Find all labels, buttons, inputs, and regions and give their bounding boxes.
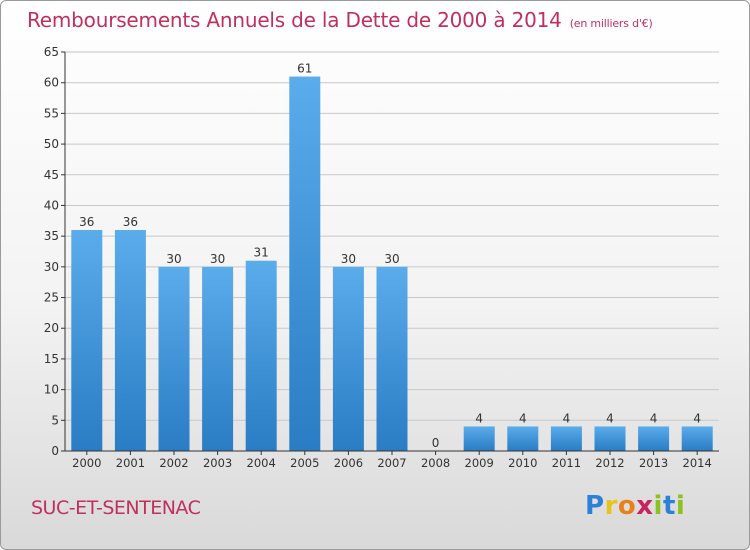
y-tick-label: 15	[44, 352, 59, 366]
bar	[681, 426, 713, 451]
y-tick-label: 60	[44, 76, 59, 90]
y-tick-label: 35	[44, 229, 59, 243]
logo-letter: o	[617, 491, 637, 521]
data-label: 36	[123, 215, 138, 229]
bar	[638, 426, 670, 451]
data-label: 30	[166, 252, 181, 266]
y-tick-label: 10	[44, 383, 59, 397]
data-label: 30	[210, 252, 225, 266]
x-tick-label: 2004	[247, 456, 276, 470]
chart-subtitle: (en milliers d'€)	[569, 17, 653, 30]
data-label: 4	[693, 411, 701, 425]
y-tick-label: 65	[44, 45, 59, 59]
bar	[550, 426, 582, 451]
commune-name: SUC-ET-SENTENAC	[31, 497, 201, 519]
logo-letter: i	[675, 491, 686, 521]
y-tick-label: 25	[44, 291, 59, 305]
bar	[245, 260, 277, 451]
x-tick-label: 2011	[552, 456, 581, 470]
y-tick-label: 5	[51, 413, 59, 427]
data-label: 30	[384, 252, 399, 266]
x-tick-label: 2005	[290, 456, 319, 470]
labels: 0510152025303540455055606536200036200130…	[44, 45, 712, 470]
data-label: 4	[563, 411, 571, 425]
y-tick-label: 30	[44, 260, 59, 274]
x-tick-label: 2001	[116, 456, 145, 470]
data-label: 31	[254, 246, 269, 260]
x-tick-label: 2002	[159, 456, 188, 470]
bar	[376, 266, 408, 451]
bar	[114, 230, 146, 451]
y-tick-label: 55	[44, 106, 59, 120]
x-tick-label: 2008	[421, 456, 450, 470]
bar	[463, 426, 495, 451]
chart-title-text: Remboursements Annuels de la Dette de 20…	[27, 8, 562, 32]
data-label: 30	[341, 252, 356, 266]
logo-letter: i	[653, 491, 663, 521]
y-tick-label: 50	[44, 137, 59, 151]
x-tick-label: 2009	[465, 456, 494, 470]
x-tick-label: 2000	[72, 456, 101, 470]
proxiti-logo[interactable]: Proxiti	[585, 491, 685, 521]
y-tick-label: 45	[44, 168, 59, 182]
x-tick-label: 2014	[683, 456, 712, 470]
bar	[594, 426, 626, 451]
logo-letter: x	[636, 491, 654, 521]
bars	[71, 76, 713, 452]
bar	[71, 230, 103, 451]
x-tick-label: 2013	[639, 456, 668, 470]
bar	[507, 426, 539, 451]
bar	[202, 266, 234, 451]
data-label: 0	[432, 436, 440, 450]
logo-letter: t	[662, 491, 676, 521]
bar	[289, 76, 321, 452]
y-tick-label: 20	[44, 321, 59, 335]
y-tick-label: 0	[51, 444, 59, 458]
x-tick-label: 2003	[203, 456, 232, 470]
data-label: 36	[79, 215, 94, 229]
data-label: 4	[606, 411, 614, 425]
logo-letter: r	[604, 491, 618, 521]
chart-title: Remboursements Annuels de la Dette de 20…	[27, 8, 653, 32]
x-tick-label: 2010	[508, 456, 537, 470]
x-tick-label: 2006	[334, 456, 363, 470]
bar	[158, 266, 190, 451]
data-label: 4	[650, 411, 658, 425]
data-label: 4	[519, 411, 527, 425]
bar	[332, 266, 364, 451]
data-label: 61	[297, 62, 312, 76]
logo-letter: P	[585, 491, 605, 521]
x-tick-label: 2012	[595, 456, 624, 470]
y-tick-label: 40	[44, 198, 59, 212]
x-tick-label: 2007	[377, 456, 406, 470]
data-label: 4	[475, 411, 483, 425]
axes	[61, 51, 719, 455]
